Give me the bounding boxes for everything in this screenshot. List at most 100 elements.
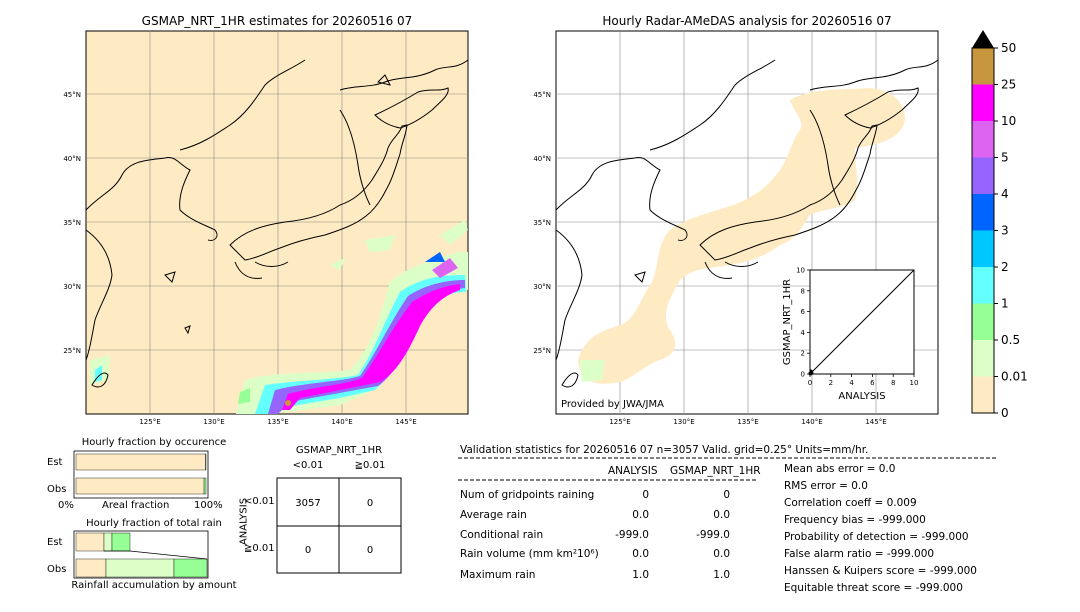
scatter-point: [810, 371, 814, 375]
occurrence-obs-bar: [75, 477, 205, 495]
scatter-ytick-label: 0: [801, 371, 805, 379]
total-rain-obs-seg1: [75, 558, 107, 578]
validation-header: Validation statistics for 20260516 07 n=…: [460, 444, 869, 456]
right-map-lat-labels: 45°N 40°N 35°N 30°N 25°N: [533, 91, 551, 355]
occurrence-xlabel-left: 0%: [58, 500, 74, 511]
total-rain-obs-seg3: [173, 558, 208, 578]
lon-label: 140°E: [801, 418, 822, 426]
colorbar-label: 50: [1001, 41, 1016, 55]
left-map-lon-labels: 125°E 130°E 135°E 140°E 145°E: [139, 418, 416, 426]
colorbar-block: [972, 267, 994, 304]
occurrence-title: Hourly fraction by occurence: [81, 437, 227, 448]
stat-gsmap: 0.0: [713, 509, 730, 521]
total-rain-obs-seg2: [105, 558, 175, 578]
lon-label: 130°E: [673, 418, 694, 426]
lon-label: 135°E: [737, 418, 758, 426]
occurrence-bars: [73, 450, 209, 499]
total-rain-est-label: Est: [47, 537, 63, 548]
occurrence-xlabel-right: 100%: [194, 500, 223, 511]
scatter-ytick-label: 4: [801, 329, 806, 337]
occurrence-xlabel-mid: Areal fraction: [102, 500, 170, 511]
contingency-row-label-1: <0.01: [244, 496, 275, 507]
lat-label: 25°N: [533, 347, 551, 355]
radar-coverage: [578, 88, 905, 384]
stat-label: Rain volume (mm km²10⁶): [460, 548, 599, 560]
scatter-ytick-label: 10: [796, 267, 805, 275]
right-map-coastline: [555, 59, 939, 388]
stat-analysis: 0: [642, 489, 649, 501]
contingency-col-title: GSMAP_NRT_1HR: [295, 445, 383, 456]
scatter-xtick-label: 10: [910, 379, 919, 387]
left-map-coastline: [85, 59, 469, 388]
validation-col-rule: [458, 479, 758, 481]
validation-col-analysis: ANALYSIS: [608, 465, 658, 477]
score-line: RMS error = 0.0: [784, 480, 868, 492]
colorbar-block: [972, 48, 994, 85]
stat-gsmap: 0: [723, 489, 730, 501]
lat-label: 30°N: [63, 283, 81, 291]
stat-analysis: 1.0: [632, 569, 649, 581]
contingency-row-label-2: ≧0.01: [244, 543, 275, 554]
right-map-lon-labels: 125°E 130°E 135°E 140°E 145°E: [609, 418, 886, 426]
lon-label: 125°E: [609, 418, 630, 426]
score-line: Hanssen & Kuipers score = -999.000: [784, 565, 977, 577]
validation-col-gsmap: GSMAP_NRT_1HR: [670, 465, 761, 477]
scatter-xtick-label: 2: [829, 379, 833, 387]
lat-label: 45°N: [63, 91, 81, 99]
lat-label: 40°N: [533, 155, 551, 163]
colorbar: 50 25 10 5 4 3 2 1 0.5 0.01 0: [971, 30, 1028, 420]
stat-gsmap: -999.0: [696, 529, 730, 541]
colorbar-block: [972, 376, 994, 413]
colorbar-block: [972, 121, 994, 158]
lon-label: 130°E: [203, 418, 224, 426]
lon-label: 145°E: [395, 418, 416, 426]
lat-label: 25°N: [63, 347, 81, 355]
total-rain-est-seg3: [111, 532, 131, 552]
scatter-xtick-label: 6: [870, 379, 875, 387]
score-line: Correlation coeff = 0.009: [784, 497, 917, 509]
lat-label: 35°N: [533, 219, 551, 227]
left-map-frame: [85, 30, 469, 415]
lat-label: 40°N: [63, 155, 81, 163]
lon-label: 125°E: [139, 418, 160, 426]
lon-label: 140°E: [331, 418, 352, 426]
left-map-title: GSMAP_NRT_1HR estimates for 20260516 07: [141, 14, 413, 28]
score-line: Equitable threat score = -999.000: [784, 582, 963, 594]
colorbar-label: 2: [1001, 260, 1009, 274]
right-map-title: Hourly Radar-AMeDAS analysis for 2026051…: [602, 14, 892, 28]
score-line: Mean abs error = 0.0: [784, 463, 896, 475]
colorbar-label: 5: [1001, 151, 1009, 165]
stat-label: Maximum rain: [460, 569, 536, 581]
scatter-ytick-label: 6: [801, 308, 806, 316]
scatter-point: [809, 369, 813, 373]
colorbar-block: [972, 303, 994, 340]
validation-header-rule: [458, 457, 996, 459]
total-rain-title: Hourly fraction of total rain: [86, 518, 222, 529]
scatter-xtick-label: 4: [849, 379, 854, 387]
contingency-cell: 3057: [295, 498, 320, 509]
total-rain-est-seg1: [75, 532, 105, 552]
contingency-cell: 0: [305, 545, 311, 556]
stat-analysis: 0.0: [632, 509, 649, 521]
occurrence-obs-rain-bar: [203, 477, 207, 495]
occurrence-est-label: Est: [47, 457, 63, 468]
scatter-reference-line: [809, 269, 915, 375]
contingency-cell: 0: [367, 498, 373, 509]
stat-gsmap: 1.0: [713, 569, 730, 581]
colorbar-label: 4: [1001, 187, 1009, 201]
scatter-ytick-label: 8: [801, 287, 805, 295]
score-line: Probability of detection = -999.000: [784, 531, 969, 543]
scatter-ytick-label: 2: [801, 350, 805, 358]
colorbar-block: [972, 194, 994, 231]
lat-label: 35°N: [63, 219, 81, 227]
left-map: 45°N 40°N 35°N 30°N 25°N 125°E 130°E 135…: [63, 30, 469, 426]
colorbar-label: 0: [1001, 406, 1009, 420]
contingency-col-label-1: <0.01: [292, 460, 324, 471]
occurrence-est-rain-bar: [205, 453, 207, 471]
total-rain-est-seg2: [103, 532, 113, 552]
colorbar-block: [972, 84, 994, 121]
scatter-ylabel: GSMAP_NRT_1HR: [782, 279, 793, 365]
stat-label: Num of gridpoints raining: [460, 489, 595, 501]
contingency-table: 3057 0 0 0: [276, 477, 402, 574]
radar-credit: Provided by JWA/JMA: [561, 399, 664, 410]
